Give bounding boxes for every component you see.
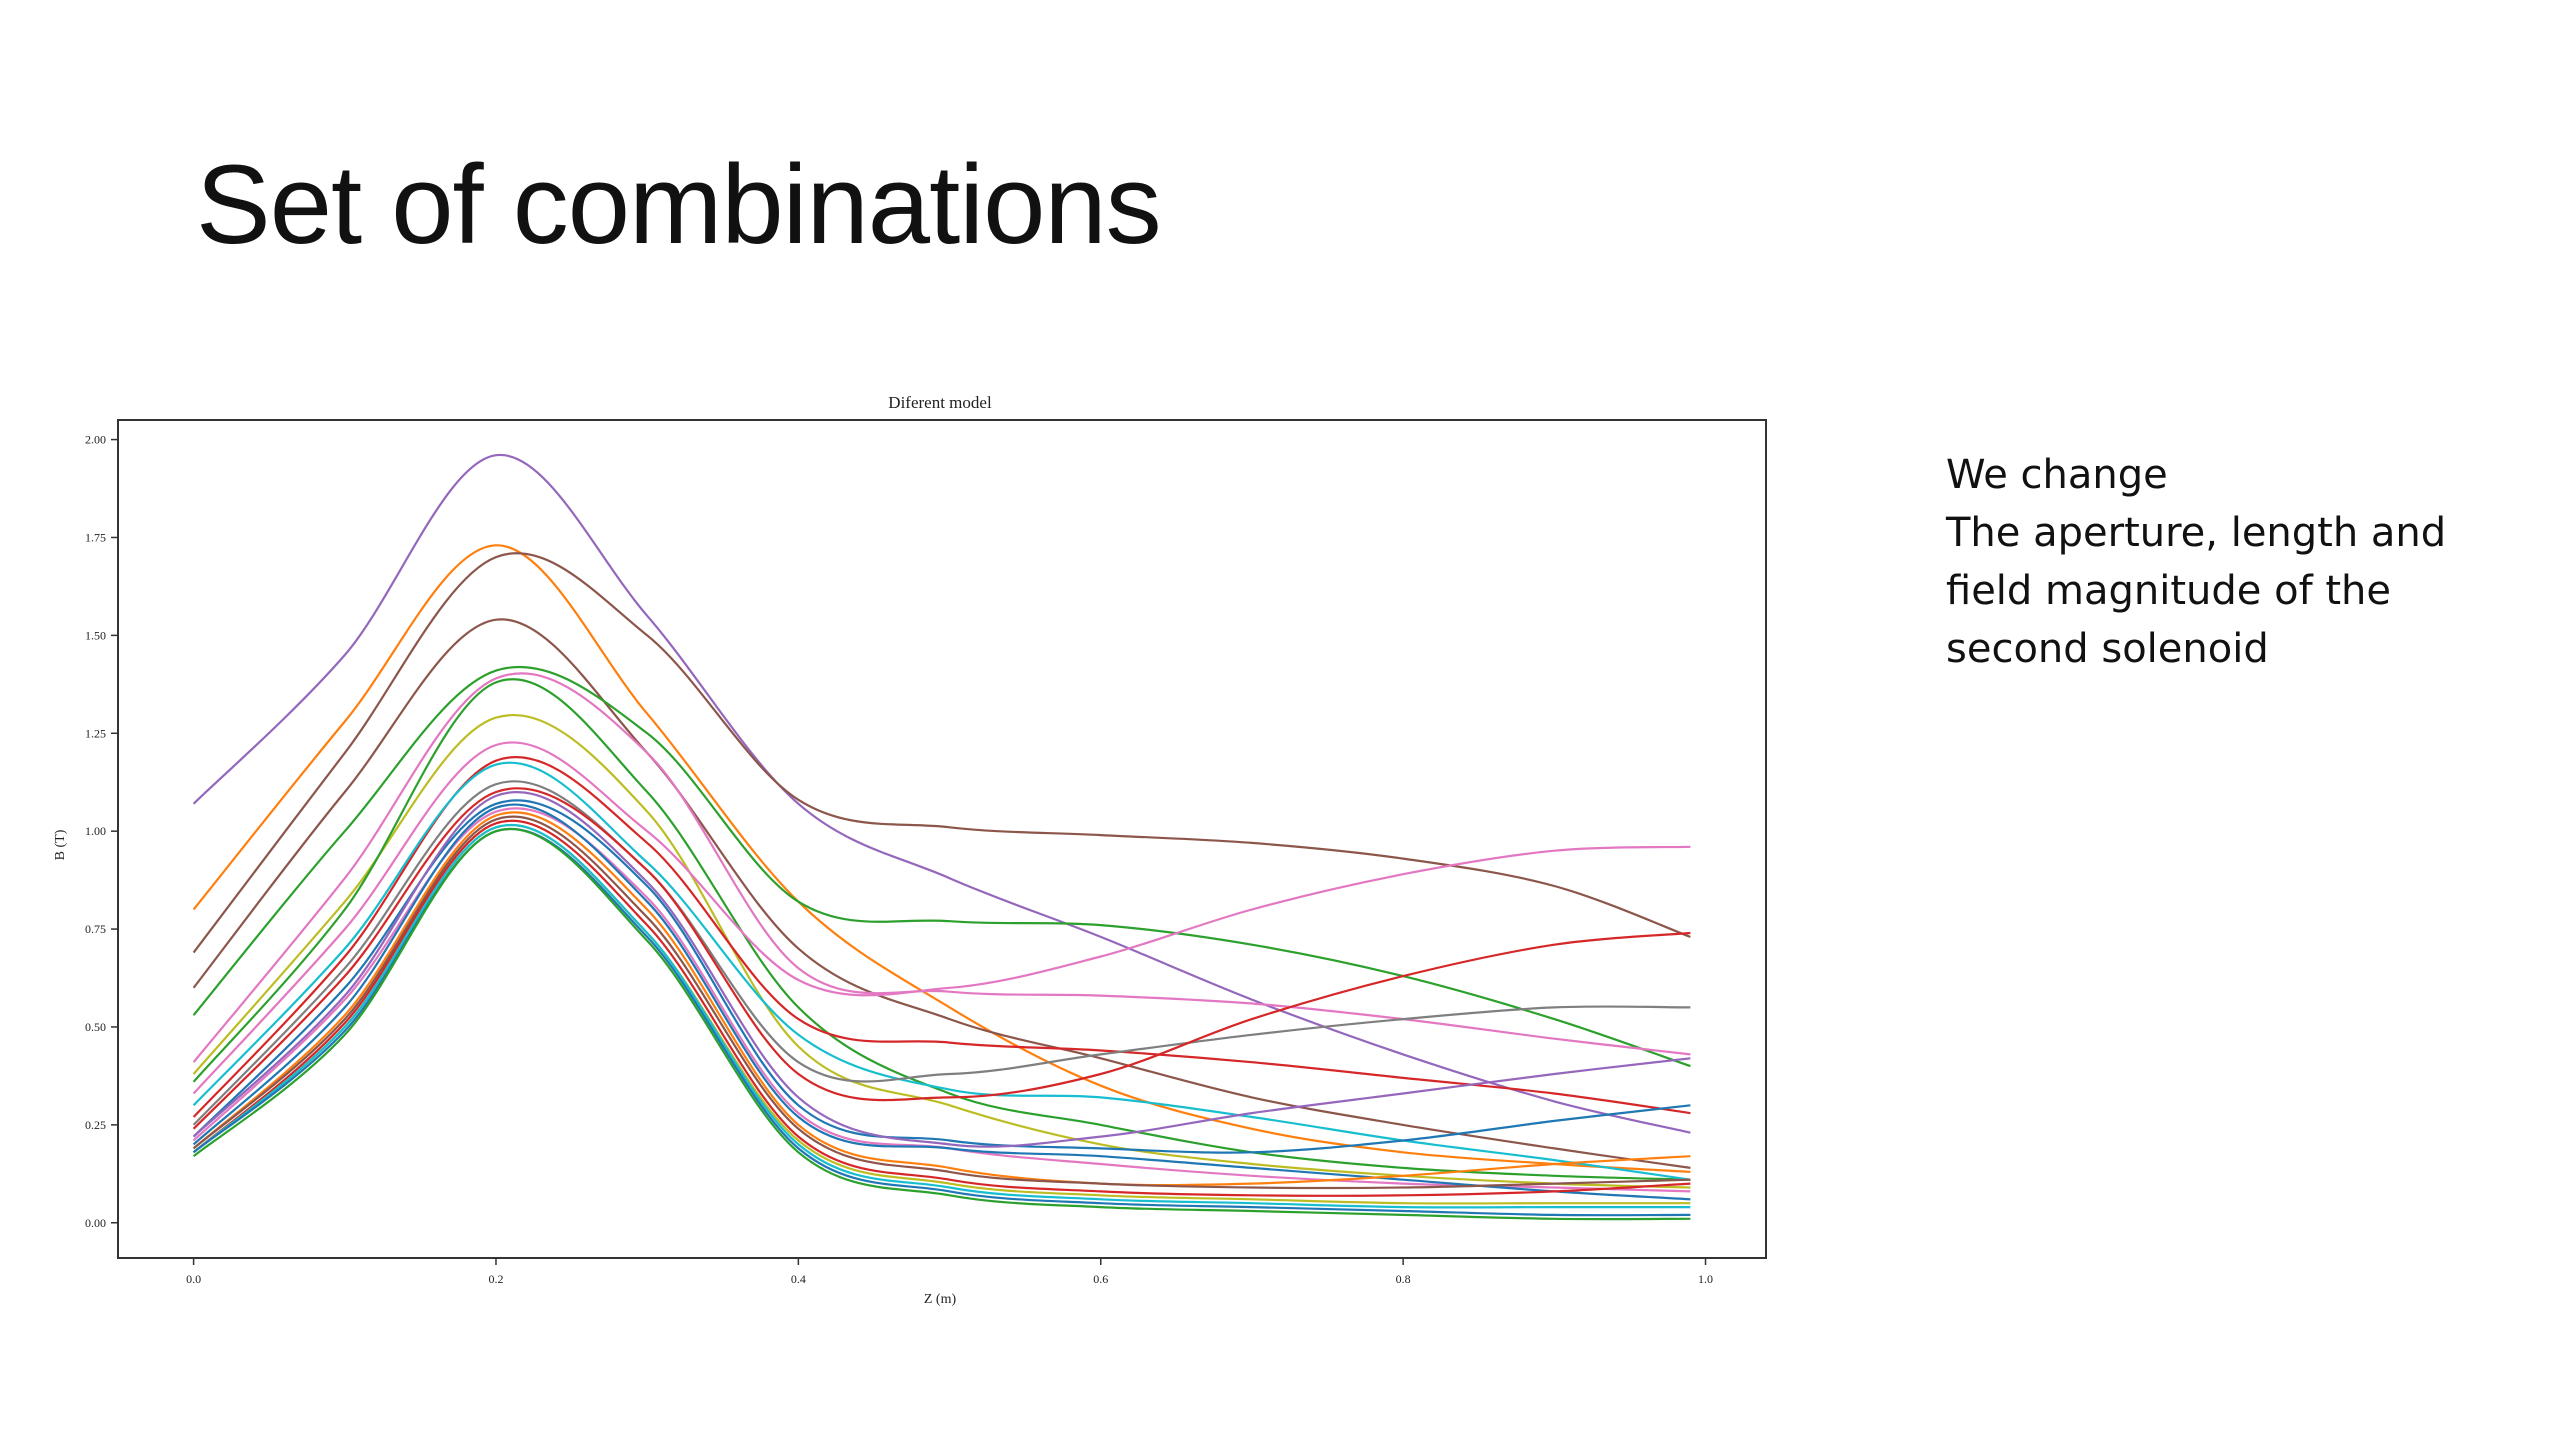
series-line-24 — [192, 828, 1691, 1221]
series-line-12 — [192, 780, 1691, 1126]
axis-ticks: 0.0 0.2 0.4 0.6 0.8 1.0 0.00 0.25 0.50 0.75 1.00 1.… — [85, 433, 1713, 1286]
series-line-3 — [192, 552, 1691, 954]
slide-title: Set of combinations — [196, 142, 1162, 267]
x-tick-label: 0.8 — [1396, 1272, 1411, 1286]
series-line-9 — [192, 741, 1691, 1095]
x-axis-label: Z (m) — [924, 1292, 957, 1307]
series-line-18 — [192, 811, 1691, 1187]
series-layer — [192, 454, 1691, 1221]
y-tick-label: 0.00 — [85, 1216, 106, 1230]
series-line-5 — [192, 665, 1691, 1068]
y-tick-label: 0.75 — [85, 922, 106, 936]
series-line-20 — [192, 819, 1691, 1197]
y-tick-label: 1.50 — [85, 628, 106, 642]
y-axis-label: B (T) — [53, 829, 68, 860]
series-line-10 — [192, 755, 1691, 1118]
series-line-2 — [192, 544, 1691, 1173]
x-tick-label: 1.0 — [1698, 1272, 1713, 1286]
series-line-1 — [192, 454, 1691, 1134]
series-line-15 — [192, 790, 1691, 1148]
series-line-6 — [192, 672, 1691, 1063]
x-tick-label: 0.0 — [186, 1272, 201, 1286]
series-line-22 — [192, 824, 1691, 1209]
y-tick-label: 2.00 — [85, 433, 106, 447]
side-text-line-4: second solenoid — [1946, 626, 2269, 672]
x-tick-label: 0.6 — [1093, 1272, 1108, 1286]
y-tick-label: 0.25 — [85, 1118, 106, 1132]
side-text-line-1: We change — [1946, 452, 2168, 498]
series-line-7 — [192, 714, 1691, 1189]
side-text-line-3: field magnitude of the — [1946, 568, 2392, 614]
y-tick-label: 1.75 — [85, 530, 106, 544]
x-tick-label: 0.2 — [488, 1272, 503, 1286]
series-line-17 — [192, 803, 1691, 1201]
y-tick-label: 1.00 — [85, 824, 106, 838]
series-line-14 — [192, 799, 1691, 1154]
side-text: We change The aperture, length and field… — [1946, 446, 2506, 678]
plot-frame — [117, 419, 1767, 1259]
chart-title: Diferent model — [888, 393, 992, 412]
series-line-8 — [192, 678, 1691, 1181]
y-tick-label: 1.25 — [85, 726, 106, 740]
y-tick-label: 0.50 — [85, 1020, 106, 1034]
side-text-line-2: The aperture, length and — [1946, 510, 2447, 556]
series-line-4 — [192, 618, 1691, 1169]
series-line-19 — [192, 815, 1691, 1190]
x-tick-label: 0.4 — [791, 1272, 806, 1286]
series-line-13 — [192, 787, 1691, 1130]
